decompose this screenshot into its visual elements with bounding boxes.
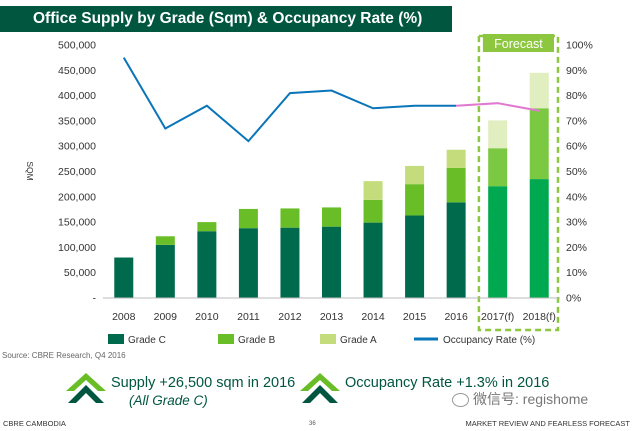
bar-grade-b [405,184,425,216]
y-left-tick-label: 250,000 [58,166,96,178]
y-right-tick-label: 0% [566,293,581,305]
bar-grade-b [155,236,175,245]
bar-grade-c [280,227,300,298]
bar-grade-a [363,181,383,200]
x-tick-label: 2016 [444,311,468,323]
bar-grade-b [363,199,383,223]
y-right-tick-label: 90% [566,65,587,77]
legend-swatch [320,334,336,344]
y-right-tick-label: 80% [566,90,587,102]
y-right-tick-label: 70% [566,115,587,127]
legend-label: Grade C [128,335,166,346]
x-tick-label: 2011 [237,311,260,323]
y-left-tick-label: 50,000 [64,267,96,279]
bar-grade-b [322,207,341,227]
y-right-tick-label: 20% [566,242,587,254]
y-left-tick-label: 100,000 [58,242,96,254]
y-right-tick-label: 30% [566,217,587,229]
bar-grade-c [322,226,341,298]
y-left-tick-label: 350,000 [58,115,96,127]
x-tick-label: 2008 [112,311,136,323]
y-left-tick-label: - [93,293,97,305]
bar-grade-b [197,222,217,232]
footer-report-title: MARKET REVIEW AND FEARLESS FORECAST [465,419,630,428]
y-right-tick-label: 50% [566,166,587,178]
bar-grade-b [488,148,508,187]
x-tick-label: 2018(f) [523,311,556,323]
y-left-tick-label: 300,000 [58,141,96,153]
occupancy-supply-chart: Forecast - 50,000 100,000 150,000 200,000 250,… [25,34,593,346]
up-arrow-icon [300,373,340,403]
chart-title: Office Supply by Grade (Sqm) & Occupancy… [0,6,452,53]
bar-grade-b [529,108,549,180]
legend-label: Occupancy Rate (%) [443,335,535,346]
wechat-icon [452,393,469,408]
bar-grade-c [405,215,425,298]
forecast-label-bg [482,34,554,52]
bar-grade-c [488,186,508,298]
legend-label: Grade B [238,335,276,346]
bar-grade-c [363,222,383,298]
x-tick-label: 2009 [154,311,178,323]
legend-label: Grade A [340,335,377,346]
bar-grade-c [238,228,258,298]
x-tick-label: 2015 [403,311,427,323]
y-left-tick-label: 200,000 [58,191,96,203]
forecast-box [477,34,560,332]
occupancy-line [122,57,457,143]
legend-swatch [218,334,234,344]
y-right-tick-label: 10% [566,267,587,279]
x-tick-label: 2012 [278,311,302,323]
supply-callout-text: Supply +26,500 sqm in 2016 [111,375,296,391]
y-right-tick-label: 40% [566,191,587,203]
bar-grade-c [155,244,175,298]
y-right-tick-label: 60% [566,141,587,153]
watermark-text: 微信号: regishome [473,391,589,407]
x-tick-label: 2013 [320,311,344,323]
y-left-tick-label: 400,000 [58,90,96,102]
footer-company: CBRE CAMBODIA [3,419,66,428]
bar-grade-c [446,202,466,298]
bar-grade-a [446,149,466,168]
bar-grade-b [446,167,466,203]
legend-swatch [108,334,124,344]
bar-grade-a [529,72,549,109]
bar-grade-b [238,208,258,229]
x-tick-label: 2014 [361,311,385,323]
footer-page-number: 36 [309,421,316,427]
bar-grade-a [405,165,425,185]
occupancy-forecast-line [456,102,540,112]
bar-grade-a [488,120,508,149]
occupancy-callout-text: Occupancy Rate +1.3% in 2016 [345,375,550,391]
y-left-tick-label: 150,000 [58,217,96,229]
forecast-label: Forecast [494,37,543,51]
bar-grade-c [114,257,134,298]
y-left-tick-label: 500,000 [58,40,96,52]
supply-callout-subtext: (All Grade C) [129,393,208,408]
watermark: 微信号: regishome [452,389,588,409]
x-tick-label: 2017(f) [481,311,514,323]
up-arrow-icon [66,373,106,403]
bar-grade-c [197,231,217,298]
y-right-tick-label: 100% [566,40,593,52]
bar-grade-c [529,179,549,298]
y-left-tick-label: 450,000 [58,65,96,77]
y-left-axis-label: SQM [25,161,35,180]
source-note: Source: CBRE Research, Q4 2016 [2,351,126,360]
x-tick-label: 2010 [195,311,219,323]
bar-grade-b [280,208,300,228]
